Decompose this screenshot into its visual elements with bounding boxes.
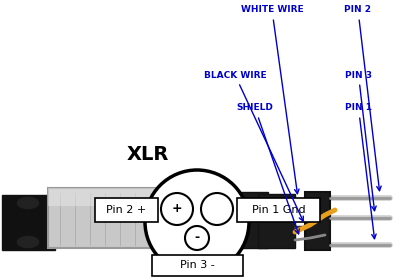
Text: WHITE WIRE: WHITE WIRE	[241, 6, 303, 194]
Text: Pin 2 +: Pin 2 +	[106, 205, 147, 215]
Text: -: -	[194, 232, 200, 244]
Bar	[48, 188, 235, 248]
Text: Pin 1 Gnd: Pin 1 Gnd	[252, 205, 305, 215]
Bar	[152, 255, 243, 276]
Bar	[237, 198, 320, 222]
Circle shape	[161, 193, 193, 225]
Bar	[305, 192, 330, 250]
Text: PIN 3: PIN 3	[345, 71, 376, 211]
Bar	[95, 198, 158, 222]
Bar	[228, 192, 268, 248]
Bar	[2, 195, 55, 250]
Text: SHIELD: SHIELD	[236, 104, 299, 234]
Text: BLACK WIRE: BLACK WIRE	[204, 71, 303, 221]
Circle shape	[201, 193, 233, 225]
Text: XLR: XLR	[127, 146, 169, 165]
Bar	[258, 194, 295, 248]
Circle shape	[145, 170, 249, 274]
Ellipse shape	[16, 235, 40, 249]
Text: +: +	[172, 203, 182, 215]
Text: Pin 3 -: Pin 3 -	[180, 261, 215, 271]
Text: PIN 2: PIN 2	[344, 6, 381, 191]
Ellipse shape	[16, 196, 40, 210]
Bar	[48, 188, 235, 206]
Circle shape	[185, 226, 209, 250]
Text: PIN 1: PIN 1	[345, 104, 376, 239]
